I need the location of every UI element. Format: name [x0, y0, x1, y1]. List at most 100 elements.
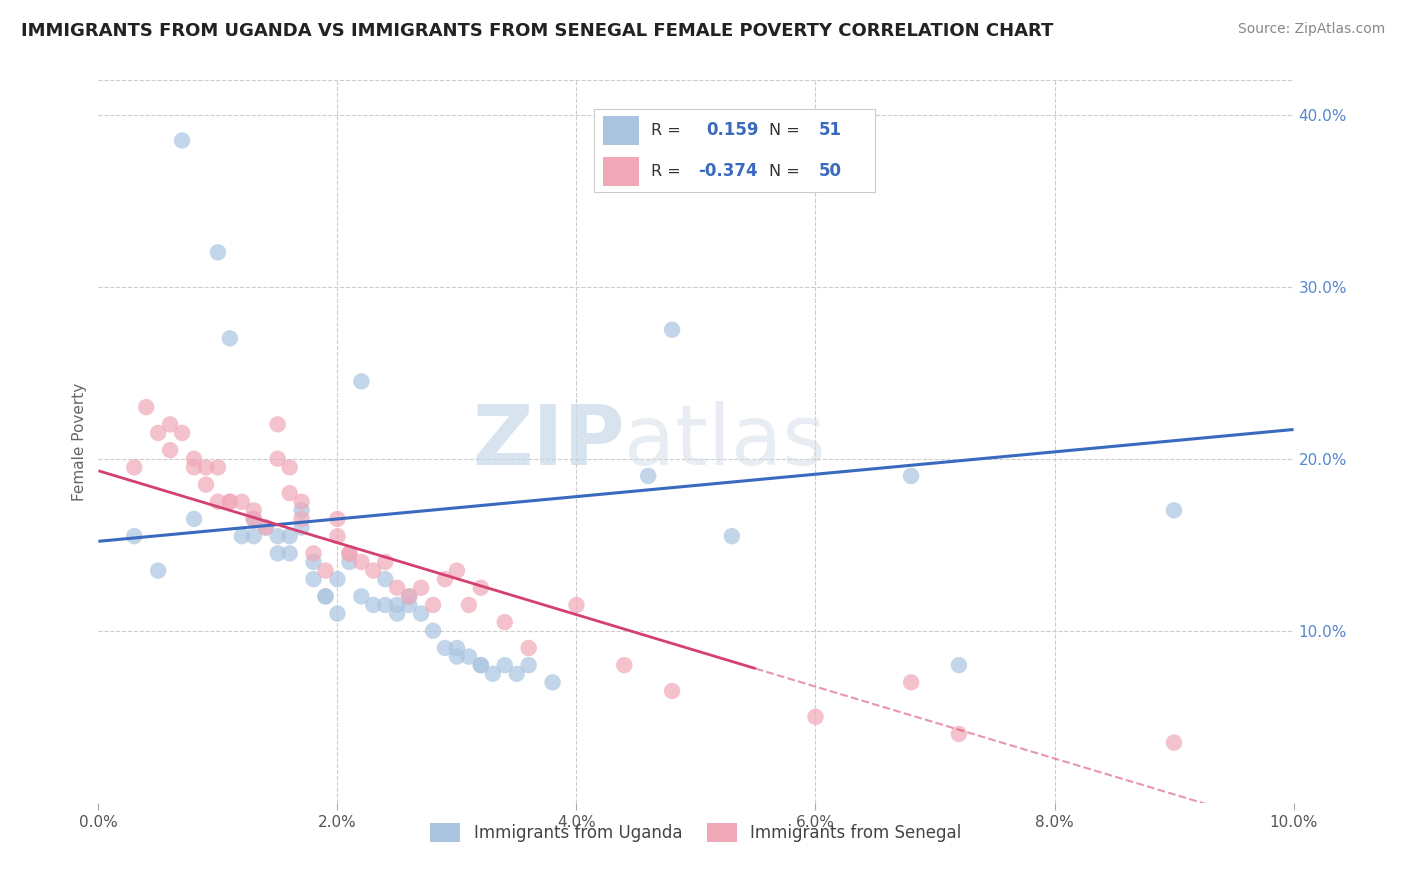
Point: [339, 546, 361, 560]
Point: [506, 666, 529, 681]
Point: [291, 503, 314, 517]
Point: [339, 546, 361, 560]
Point: [350, 375, 373, 389]
Point: [148, 425, 170, 440]
Point: [458, 598, 481, 612]
Point: [661, 323, 683, 337]
Point: [541, 675, 564, 690]
Point: [411, 581, 433, 595]
Point: [135, 400, 157, 414]
Point: [278, 486, 301, 500]
Point: [494, 615, 516, 630]
Point: [243, 529, 266, 543]
Point: [326, 607, 349, 621]
Point: [254, 520, 277, 534]
Point: [183, 451, 205, 466]
Point: [219, 494, 242, 508]
Point: [385, 581, 409, 595]
Point: [315, 590, 337, 604]
Point: [172, 133, 194, 147]
Point: [434, 640, 457, 655]
Point: [398, 590, 420, 604]
Point: [159, 443, 181, 458]
Text: R =: R =: [651, 123, 686, 138]
Point: [231, 529, 253, 543]
Point: [302, 555, 325, 569]
Point: [385, 598, 409, 612]
Point: [565, 598, 588, 612]
Point: [1163, 503, 1185, 517]
Text: Source: ZipAtlas.com: Source: ZipAtlas.com: [1237, 22, 1385, 37]
Point: [267, 451, 290, 466]
Legend: Immigrants from Uganda, Immigrants from Senegal: Immigrants from Uganda, Immigrants from …: [423, 816, 969, 848]
Point: [291, 512, 314, 526]
Point: [900, 469, 922, 483]
Text: R =: R =: [651, 163, 686, 178]
Point: [517, 640, 540, 655]
Point: [494, 658, 516, 673]
Point: [291, 520, 314, 534]
Point: [326, 529, 349, 543]
Point: [148, 564, 170, 578]
FancyBboxPatch shape: [603, 156, 640, 186]
Point: [363, 564, 385, 578]
Point: [267, 529, 290, 543]
Point: [363, 598, 385, 612]
Point: [231, 494, 253, 508]
Point: [434, 572, 457, 586]
Text: N =: N =: [769, 163, 804, 178]
Point: [1163, 735, 1185, 749]
Point: [374, 572, 396, 586]
Point: [470, 658, 492, 673]
Text: ZIP: ZIP: [472, 401, 624, 482]
Point: [350, 555, 373, 569]
Point: [398, 590, 420, 604]
Text: N =: N =: [769, 123, 804, 138]
Point: [254, 520, 277, 534]
Text: atlas: atlas: [624, 401, 825, 482]
Point: [195, 477, 218, 491]
Point: [900, 675, 922, 690]
Point: [470, 581, 492, 595]
Point: [124, 529, 146, 543]
Point: [470, 658, 492, 673]
Point: [302, 546, 325, 560]
Point: [315, 590, 337, 604]
Point: [948, 727, 970, 741]
Point: [315, 564, 337, 578]
Point: [661, 684, 683, 698]
Point: [517, 658, 540, 673]
Y-axis label: Female Poverty: Female Poverty: [72, 383, 87, 500]
Point: [613, 658, 636, 673]
Point: [267, 417, 290, 432]
Text: 51: 51: [820, 121, 842, 139]
Point: [721, 529, 744, 543]
Point: [398, 598, 420, 612]
Point: [422, 624, 444, 638]
Point: [422, 598, 444, 612]
Point: [804, 710, 827, 724]
Point: [339, 555, 361, 569]
Point: [637, 469, 659, 483]
Point: [159, 417, 181, 432]
Point: [195, 460, 218, 475]
Point: [302, 572, 325, 586]
Point: [207, 494, 229, 508]
Point: [446, 649, 468, 664]
Point: [207, 460, 229, 475]
Point: [243, 512, 266, 526]
Point: [243, 503, 266, 517]
Point: [172, 425, 194, 440]
Point: [374, 598, 396, 612]
Text: IMMIGRANTS FROM UGANDA VS IMMIGRANTS FROM SENEGAL FEMALE POVERTY CORRELATION CHA: IMMIGRANTS FROM UGANDA VS IMMIGRANTS FRO…: [21, 22, 1053, 40]
Text: 0.159: 0.159: [707, 121, 759, 139]
Point: [411, 607, 433, 621]
Point: [948, 658, 970, 673]
Point: [350, 590, 373, 604]
Point: [458, 649, 481, 664]
Point: [219, 331, 242, 345]
Point: [267, 546, 290, 560]
Point: [278, 529, 301, 543]
Text: 50: 50: [820, 162, 842, 180]
Point: [326, 572, 349, 586]
